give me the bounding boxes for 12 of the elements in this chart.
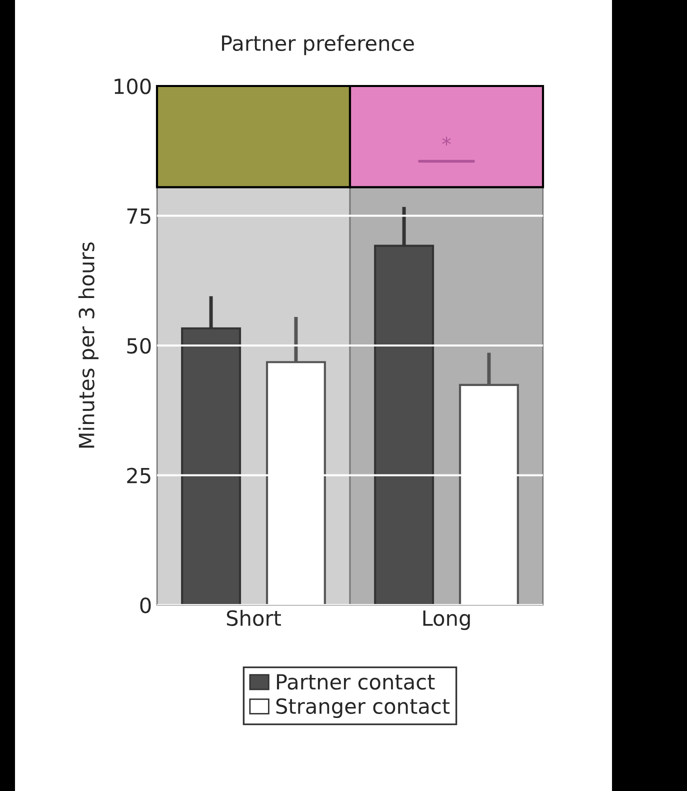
y-axis-title: Minutes per 3 hours [78, 242, 98, 448]
y-tick-label: 100 [114, 78, 151, 94]
chart-title: Partner preference [222, 34, 414, 56]
annotation: * [442, 136, 451, 146]
y-tick-label: 25 [127, 468, 150, 484]
y-tick-label: 75 [127, 208, 150, 224]
x-tick-label: Long [423, 610, 470, 630]
x-tick-label: Short [226, 610, 281, 626]
legend-label: Partner contact [276, 674, 435, 690]
legend-label: Stranger contact [276, 698, 450, 718]
y-tick-label: 50 [127, 338, 151, 354]
y-tick-label: 0 [140, 597, 151, 614]
